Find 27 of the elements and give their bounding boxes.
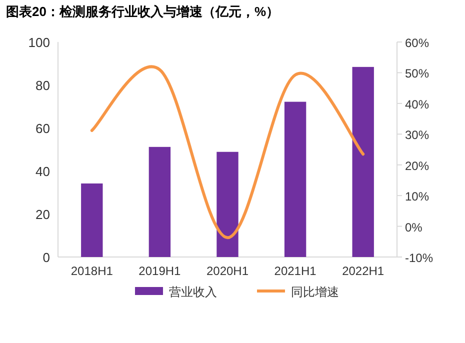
y2-tick-label: 50% bbox=[405, 66, 430, 81]
y2-tick-label: 0% bbox=[405, 220, 423, 234]
legend-label: 营业收入 bbox=[169, 285, 217, 299]
bar bbox=[81, 183, 103, 257]
bar bbox=[284, 102, 306, 257]
bar bbox=[352, 66, 374, 257]
bar bbox=[148, 146, 171, 257]
x-tick-label: 2022H1 bbox=[342, 264, 384, 278]
y2-tick-label: 40% bbox=[405, 97, 430, 112]
legend-label: 同比增速 bbox=[291, 285, 339, 299]
y-tick-label: 20 bbox=[36, 207, 50, 222]
y2-tick-label: 20% bbox=[405, 158, 430, 173]
y-tick-label: 80 bbox=[36, 78, 50, 93]
x-tick-label: 2020H1 bbox=[206, 264, 249, 278]
chart-title: 图表20：检测服务行业收入与增速（亿元，%） bbox=[6, 4, 280, 19]
x-tick-label: 2019H1 bbox=[138, 264, 182, 278]
y2-tick-label: -10% bbox=[405, 251, 434, 265]
y-tick-label: 40 bbox=[36, 164, 50, 179]
y-tick-label: 100 bbox=[28, 35, 50, 50]
y-tick-label: 60 bbox=[36, 121, 50, 136]
y2-tick-label: 60% bbox=[405, 36, 430, 50]
y2-tick-label: 30% bbox=[405, 128, 430, 142]
y2-tick-label: 10% bbox=[405, 190, 430, 204]
x-tick-label: 2021H1 bbox=[274, 264, 317, 278]
x-tick-label: 2018H1 bbox=[70, 264, 114, 278]
y-tick-label: 0 bbox=[42, 250, 50, 265]
bar bbox=[216, 152, 238, 257]
